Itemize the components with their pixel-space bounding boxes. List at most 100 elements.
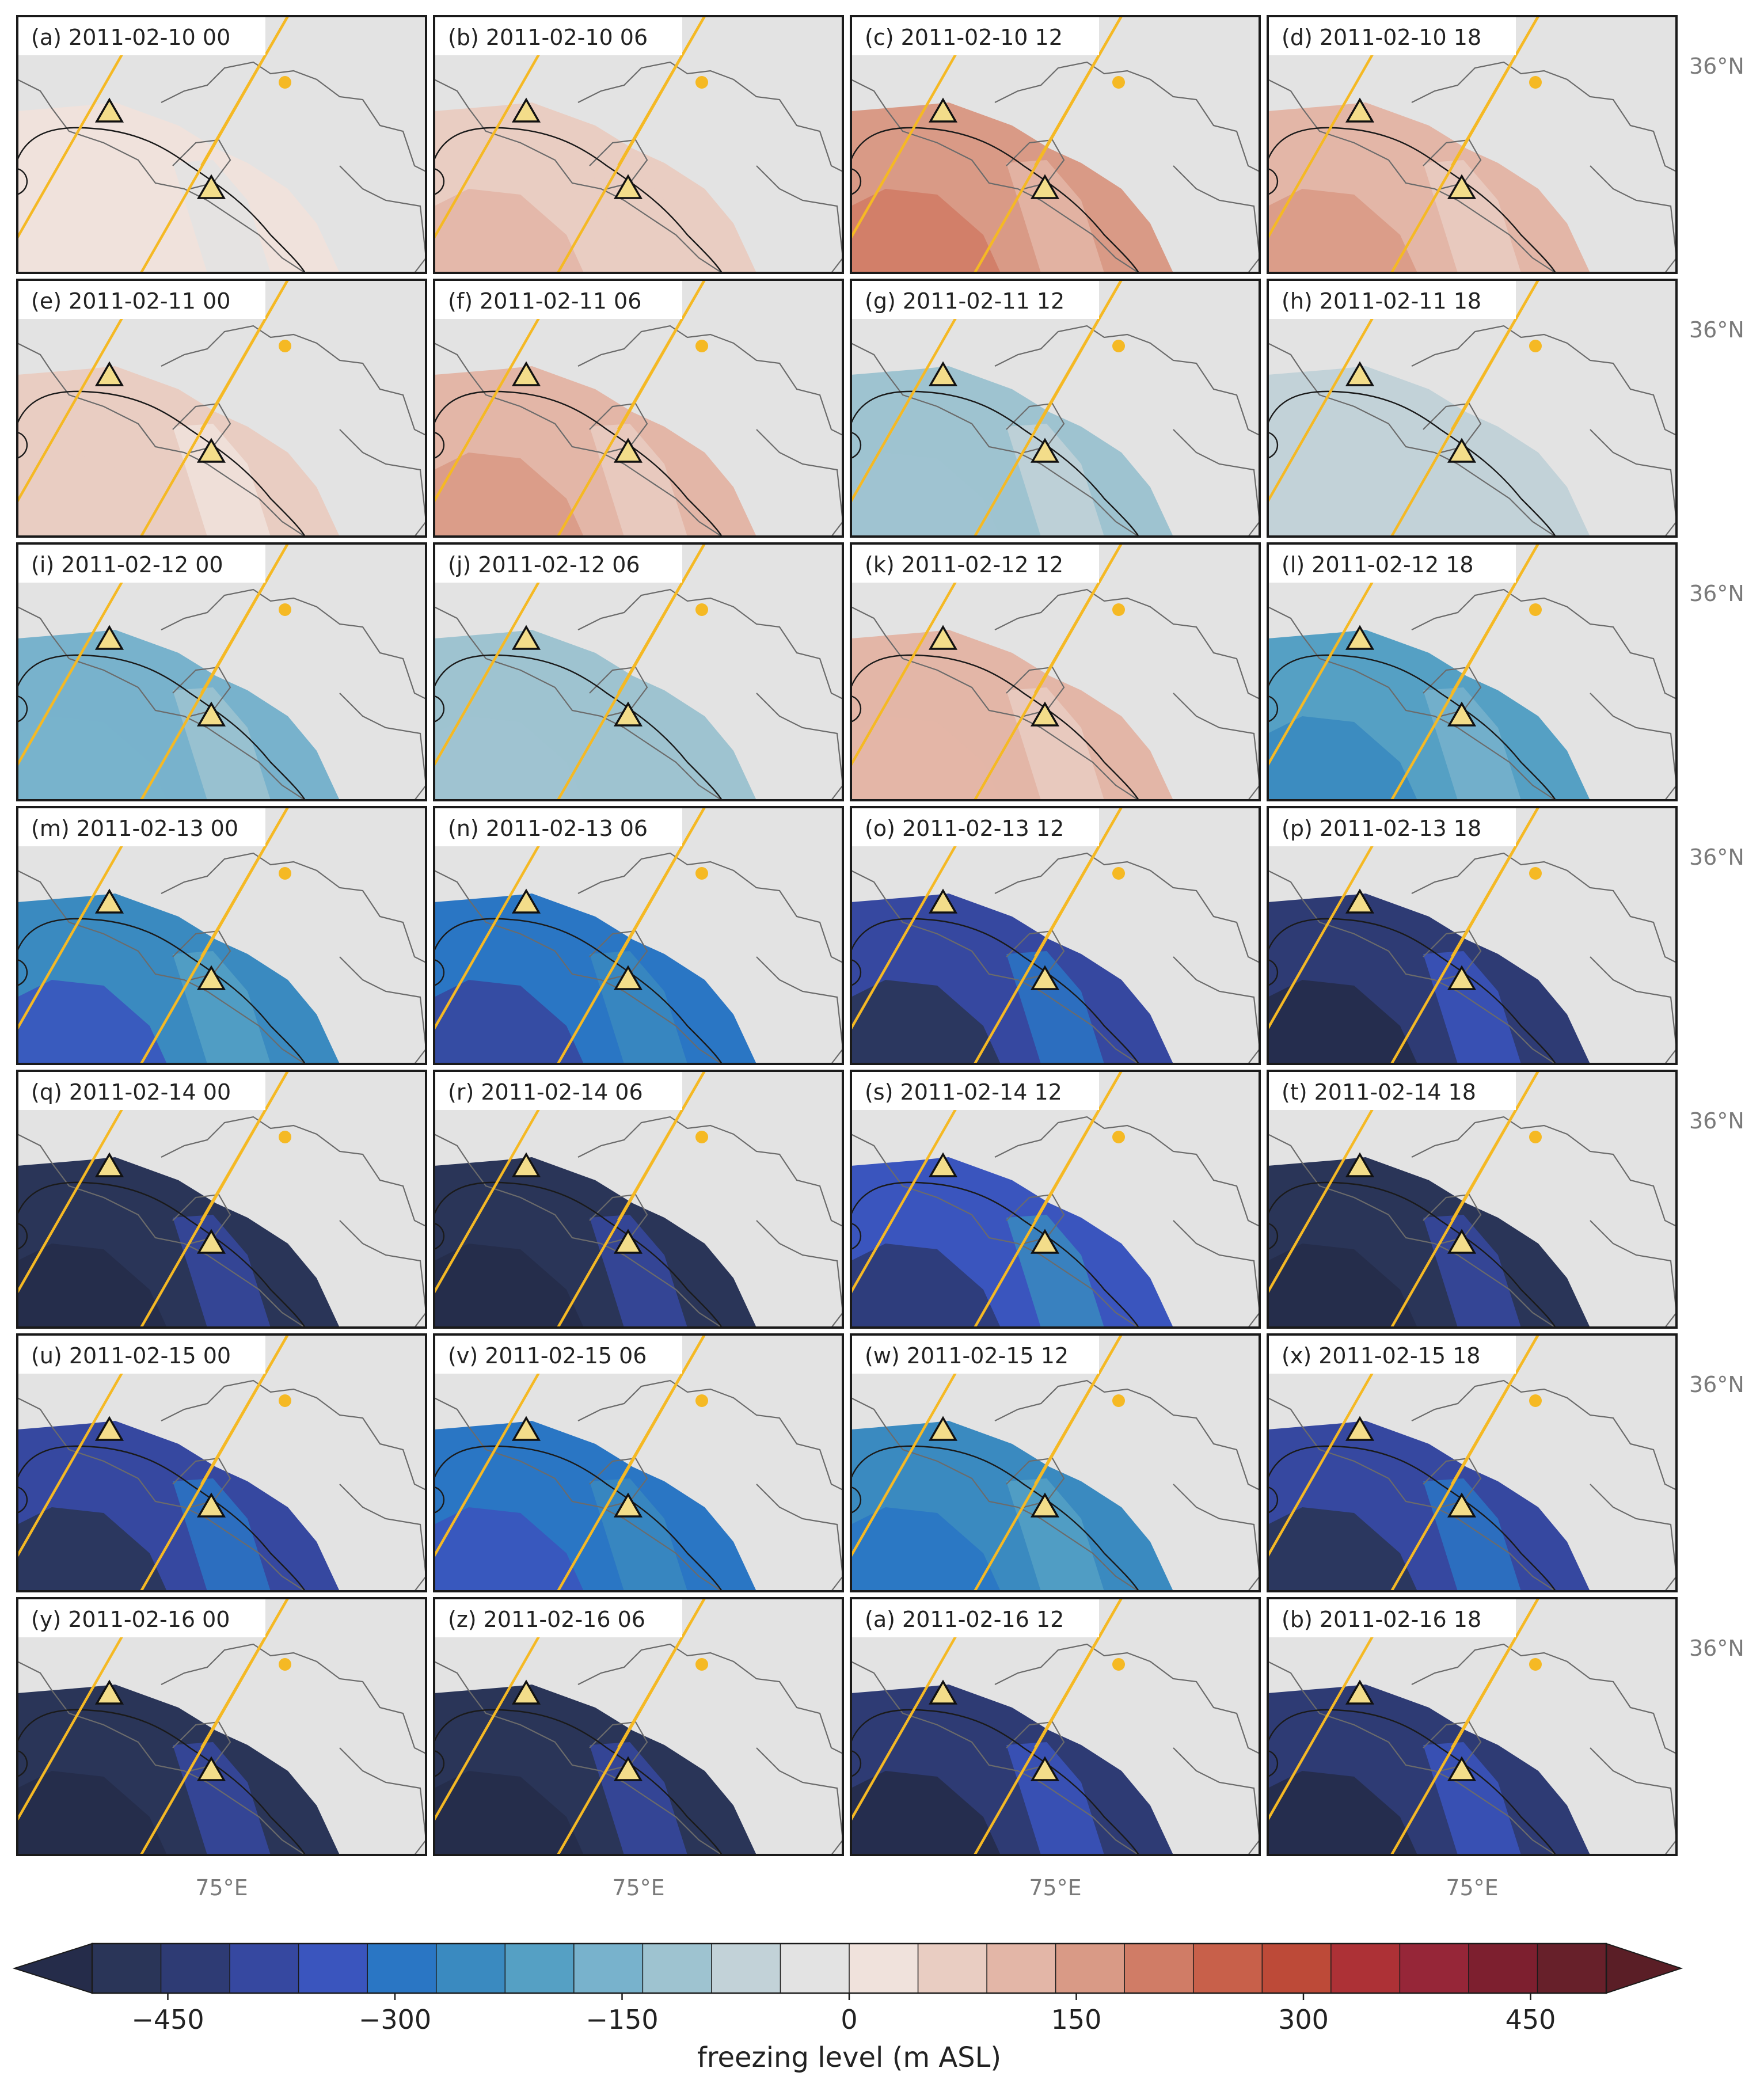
terrain-contour <box>851 168 862 196</box>
panel-title: (d) 2011-02-10 18 <box>1282 25 1481 50</box>
station-triangle <box>511 1679 541 1705</box>
country-border <box>434 606 723 800</box>
panel-label: (y) 2011-02-16 00 <box>18 1599 265 1637</box>
country-border <box>1173 1220 1260 1328</box>
country-border <box>994 1379 1260 1491</box>
colorbar-segment <box>917 1943 988 1994</box>
panel-label: (x) 2011-02-15 18 <box>1269 1336 1516 1374</box>
country-border <box>1268 870 1556 1064</box>
field-band <box>1423 1742 1521 1855</box>
panel-frame <box>850 806 1261 1065</box>
country-border <box>1590 956 1676 1064</box>
field-band <box>1423 1478 1521 1591</box>
colorbar-segment <box>229 1943 299 1994</box>
lon-tick-label: 75°E <box>1446 1875 1498 1900</box>
panel-frame <box>433 1597 844 1856</box>
map-panel: (v) 2011-02-15 06 <box>433 1333 844 1592</box>
panel-title: (y) 2011-02-16 00 <box>31 1607 230 1632</box>
terrain-contour <box>1268 695 1279 723</box>
field-band <box>173 1478 271 1591</box>
station-triangle <box>94 1152 124 1177</box>
terrain-contour <box>17 1181 306 1328</box>
panel-label: (q) 2011-02-14 00 <box>18 1072 265 1110</box>
country-border <box>756 429 843 537</box>
map-panel: (u) 2011-02-15 00 <box>16 1333 427 1592</box>
lat-tick-label: 36°N <box>1689 581 1744 606</box>
colorbar-segment <box>1537 1943 1607 1994</box>
field-band <box>173 424 271 537</box>
station-triangle <box>613 965 643 990</box>
panel-title: (u) 2011-02-15 00 <box>31 1343 231 1368</box>
field-core <box>434 1244 584 1328</box>
map-panel: (f) 2011-02-11 06 <box>433 279 844 538</box>
transect-endpoint <box>1529 867 1542 880</box>
colorbar-segment <box>849 1943 919 1994</box>
colorbar-label: freezing level (m ASL) <box>697 2041 1001 2074</box>
panel-frame <box>16 542 427 801</box>
country-border <box>1173 693 1260 800</box>
field-core <box>434 1507 584 1591</box>
panel-title: (t) 2011-02-14 18 <box>1282 1079 1476 1105</box>
lon-tick-label: 75°E <box>195 1875 248 1900</box>
terrain-contour <box>851 1445 1140 1591</box>
terrain-contour <box>434 654 723 800</box>
country-border <box>851 79 1139 273</box>
country-border <box>1268 1661 1556 1855</box>
station-triangle <box>1345 625 1375 650</box>
field-band <box>590 1478 687 1591</box>
panel-label: (e) 2011-02-11 00 <box>18 281 265 319</box>
country-border <box>1268 606 1556 800</box>
country-border <box>756 1484 843 1591</box>
panel-label: (l) 2011-02-12 18 <box>1269 545 1516 583</box>
panel-label: (j) 2011-02-12 06 <box>435 545 682 583</box>
terrain-contour <box>851 127 1140 273</box>
terrain-contour <box>1268 959 1279 987</box>
terrain-contour <box>851 390 1140 537</box>
map-panel: (w) 2011-02-15 12 <box>850 1333 1261 1592</box>
panel-title: (b) 2011-02-16 18 <box>1282 1607 1481 1632</box>
terrain-contour <box>17 1486 28 1514</box>
station-triangle <box>613 438 643 463</box>
country-border <box>434 1397 723 1591</box>
colorbar: −450 −300 −150 0 150 300 450 freezing level (m … <box>12 1942 1683 2074</box>
terrain-contour <box>17 127 306 273</box>
colorbar-tick-label: 300 <box>1278 2004 1329 2035</box>
terrain-contour <box>17 168 28 196</box>
panel-title: (f) 2011-02-11 06 <box>448 288 641 314</box>
field-band <box>590 687 687 800</box>
country-border <box>851 1134 1139 1328</box>
lat-tick-label: 36°N <box>1689 1108 1744 1134</box>
station-triangle <box>1447 701 1477 727</box>
terrain-contour <box>17 1222 28 1250</box>
transect-endpoint <box>1112 603 1125 616</box>
country-border <box>339 1220 426 1328</box>
panel-frame <box>850 1597 1261 1856</box>
field-core <box>17 1244 167 1328</box>
country-border <box>1590 1220 1676 1328</box>
country-border <box>577 852 843 963</box>
colorbar-segment <box>1124 1943 1194 1994</box>
panel-grid: (a) 2011-02-10 00 (b) 2011-02-10 06 (c) 20… <box>16 15 1678 1856</box>
map-panel: (a) 2011-02-16 12 <box>850 1597 1261 1856</box>
station-triangle <box>1345 1152 1375 1177</box>
country-border <box>1411 588 1676 699</box>
field-core <box>851 189 1001 273</box>
field-band <box>173 1215 271 1328</box>
country-border <box>1411 1643 1676 1754</box>
country-border <box>1411 61 1676 172</box>
terrain-contour <box>17 918 306 1064</box>
terrain-contour <box>17 431 28 459</box>
country-border <box>161 588 426 699</box>
colorbar-tick-label: 0 <box>841 2004 857 2035</box>
panel-frame <box>1267 1333 1678 1592</box>
station-triangle <box>613 1756 643 1781</box>
transect-endpoint <box>695 1131 708 1143</box>
terrain-contour <box>434 431 445 459</box>
panel-label: (p) 2011-02-13 18 <box>1269 808 1516 846</box>
transect-endpoint <box>279 76 291 89</box>
terrain-contour <box>851 1181 1140 1328</box>
terrain-contour <box>851 654 1140 800</box>
field-band <box>173 1742 271 1855</box>
colorbar-segment <box>1330 1943 1401 1994</box>
panel-title: (p) 2011-02-13 18 <box>1282 816 1481 841</box>
